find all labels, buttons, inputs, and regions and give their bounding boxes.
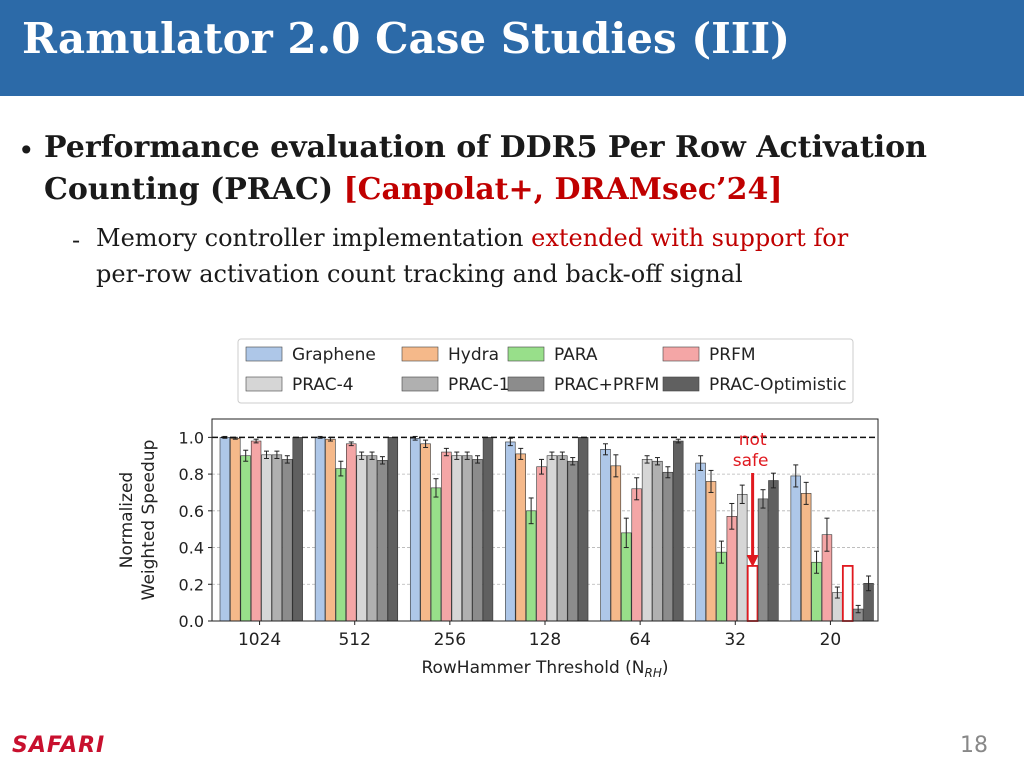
- sub-bullet-line-1: Memory controller implementation extende…: [96, 224, 848, 252]
- y-tick-label: 0.4: [179, 539, 204, 558]
- x-tick-label: 512: [338, 630, 370, 650]
- bullet-marker: •: [18, 134, 35, 167]
- y-axis-label-line-1: Normalized: [117, 472, 137, 568]
- bar-hydra: [610, 465, 622, 622]
- x-tick-label: 1024: [238, 630, 281, 650]
- bar-hydra: [325, 438, 336, 622]
- bar-prac-prfm: [472, 459, 483, 622]
- x-tick-label: 128: [529, 630, 561, 650]
- legend-swatch: [507, 376, 545, 392]
- x-axis-label: RowHammer Threshold (NRH): [421, 658, 668, 680]
- sub-bullet-highlight-2: per-row activation count tracking and ba…: [96, 260, 743, 288]
- bar-prac-4: [546, 455, 558, 622]
- sub-bullet-marker: -: [72, 226, 81, 254]
- bar-prfm: [536, 466, 547, 622]
- slide-title: Ramulator 2.0 Case Studies (III): [22, 14, 790, 63]
- sub-bullet-text: Memory controller implementation: [96, 224, 532, 252]
- bar-prac-prfm: [567, 460, 578, 622]
- legend-label: PRAC-1: [448, 375, 510, 395]
- legend-swatch: [662, 346, 700, 362]
- bar-hydra: [420, 443, 431, 622]
- legend-label: Graphene: [292, 345, 376, 365]
- bar-prac-4: [641, 459, 653, 622]
- x-tick-label: 32: [724, 630, 746, 650]
- legend-label: PRAC-4: [292, 375, 354, 395]
- bar-prac-1: [366, 455, 378, 622]
- bar-graphene: [505, 441, 516, 622]
- bar-hydra: [515, 453, 526, 622]
- bar-prfm: [726, 516, 738, 622]
- x-tick-label: 20: [820, 630, 842, 650]
- y-tick-label: 0.8: [179, 465, 204, 484]
- bullet-line-2: Counting (PRAC) [Canpolat+, DRAMsec’24]: [44, 172, 783, 207]
- performance-chart: 0.0 0.2 0.4 0.6 0.8 1.0 1024 512 256 128 64 32 20 Row…: [117, 338, 879, 680]
- legend-label: Hydra: [448, 345, 499, 365]
- bar-graphene: [219, 437, 231, 622]
- legend-swatch: [401, 346, 439, 362]
- bar-prac-1: [652, 460, 663, 622]
- sub-bullet-highlight-1: extended with support for: [531, 224, 849, 252]
- bar-para: [240, 455, 251, 622]
- bar-graphene: [409, 437, 421, 622]
- bar-hydra: [705, 481, 717, 622]
- bar-prac-4: [356, 455, 367, 622]
- legend-swatch: [245, 376, 283, 392]
- legend-label: PRFM: [709, 345, 756, 365]
- bar-prac-4: [737, 493, 748, 622]
- legend-swatch: [245, 346, 283, 362]
- bar-prac-1: [841, 565, 854, 622]
- legend-swatch: [401, 376, 439, 392]
- y-tick-label: 0.0: [179, 612, 204, 631]
- bar-graphene: [314, 437, 326, 622]
- bar-prac-optimistic: [673, 440, 684, 622]
- bar-para: [525, 510, 537, 622]
- annotation-arrow-head: [746, 555, 759, 567]
- bullet-line-1: Performance evaluation of DDR5 Per Row A…: [44, 130, 927, 165]
- x-tick-label: 64: [629, 630, 651, 650]
- citation: [Canpolat+, DRAMsec’24]: [343, 172, 783, 207]
- bar-prac-prfm: [757, 498, 769, 622]
- bar-prac-optimistic: [292, 437, 303, 622]
- safari-logo: SAFARI: [12, 733, 106, 758]
- bar-prfm: [250, 440, 262, 622]
- bar-prac-4: [261, 454, 272, 622]
- legend-swatch: [507, 346, 545, 362]
- bar-hydra: [230, 437, 241, 622]
- annotation-not: not: [739, 430, 767, 450]
- bar-graphene: [600, 449, 611, 622]
- bar-prac-prfm: [662, 471, 674, 622]
- x-tick-label: 256: [434, 630, 466, 650]
- bar-prac-1: [746, 565, 759, 622]
- bullet-line-2-text: Counting (PRAC): [44, 172, 344, 207]
- page-number: 18: [960, 733, 988, 758]
- bar-para: [430, 487, 442, 622]
- bar-prac-1: [557, 455, 568, 622]
- annotation-safe: safe: [733, 451, 769, 471]
- bar-prac-optimistic: [387, 437, 399, 622]
- bar-prac-optimistic: [768, 480, 779, 622]
- bar-para: [335, 468, 347, 622]
- bar-hydra: [800, 493, 812, 622]
- title-bar: Ramulator 2.0 Case Studies (III): [0, 0, 1024, 96]
- legend-label: PRAC+PRFM: [554, 375, 659, 395]
- legend-label: PRAC-Optimistic: [709, 375, 847, 395]
- bar-prac-4: [451, 455, 462, 622]
- bar-prac-prfm: [282, 459, 293, 622]
- bar-graphene: [695, 462, 706, 622]
- legend-swatch: [662, 376, 700, 392]
- bar-prac-prfm: [377, 460, 388, 622]
- legend-label: PARA: [554, 345, 598, 365]
- bar-prfm: [441, 451, 452, 622]
- bar-prac-1: [271, 454, 283, 622]
- y-axis-label-line-2: Weighted Speedup: [139, 440, 159, 601]
- bar-prfm: [346, 443, 357, 622]
- y-tick-label: 0.2: [179, 575, 204, 594]
- y-tick-label: 0.6: [179, 502, 204, 521]
- bar-prac-optimistic: [577, 437, 589, 622]
- bar-prac-1: [461, 455, 473, 622]
- bar-graphene: [790, 475, 801, 622]
- bar-prfm: [631, 488, 642, 622]
- y-tick-label: 1.0: [179, 428, 204, 447]
- bar-prac-optimistic: [482, 437, 494, 622]
